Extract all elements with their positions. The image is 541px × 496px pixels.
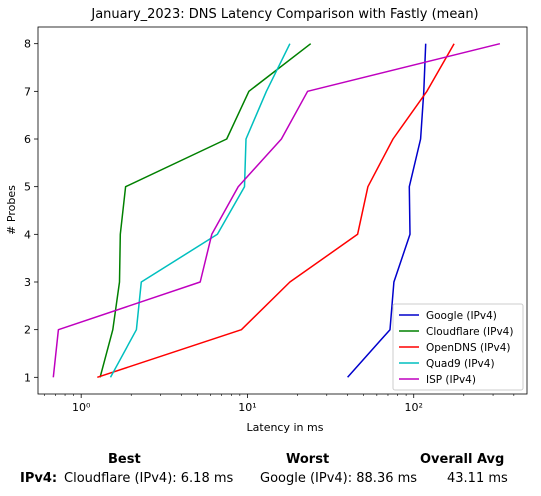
legend-label: Cloudflare (IPv4) xyxy=(426,326,513,338)
legend-label: ISP (IPv4) xyxy=(426,374,476,386)
avg-header: Overall Avg xyxy=(420,452,505,467)
y-tick-label: 4 xyxy=(24,228,31,241)
y-tick-label: 3 xyxy=(24,276,31,289)
legend-label: OpenDNS (IPv4) xyxy=(426,342,511,354)
row-label: IPv4 xyxy=(20,471,52,486)
y-tick-label: 6 xyxy=(24,133,31,146)
series-line xyxy=(99,43,312,378)
y-tick-label: 2 xyxy=(24,324,31,337)
plot-frame xyxy=(37,26,528,395)
latency-chart: January_2023: DNS Latency Comparison wit… xyxy=(5,7,528,434)
x-tick-label: 10⁰ xyxy=(72,401,91,414)
summary-row-label: IPv4: xyxy=(20,471,57,486)
y-tick-label: 5 xyxy=(24,181,31,194)
x-axis-label: Latency in ms xyxy=(247,421,324,434)
y-axis-label: # Probes xyxy=(5,185,18,235)
row-separator: : xyxy=(51,471,58,486)
y-tick-label: 8 xyxy=(24,38,31,51)
series-line xyxy=(347,43,427,378)
x-tick-label: 10² xyxy=(405,401,423,414)
avg-value: 43.11 ms xyxy=(447,471,508,486)
best-header: Best xyxy=(108,452,141,467)
y-tick-label: 1 xyxy=(24,371,31,384)
legend-label: Google (IPv4) xyxy=(426,310,497,322)
x-tick-label: 10¹ xyxy=(238,401,256,414)
chart-title: January_2023: DNS Latency Comparison wit… xyxy=(90,7,478,22)
legend-label: Quad9 (IPv4) xyxy=(426,358,495,370)
worst-value: Google (IPv4): 88.36 ms xyxy=(260,471,418,486)
worst-header: Worst xyxy=(286,452,330,467)
legend-box xyxy=(392,303,524,391)
y-tick-label: 7 xyxy=(24,85,31,98)
plot-area: 10⁰ 10¹ 10² 1 2 3 4 5 6 7 8 Google (IPv4) Cloudflare… xyxy=(24,26,528,414)
series-line xyxy=(109,43,291,378)
series-line xyxy=(52,42,501,378)
series-line xyxy=(97,43,455,379)
best-value: Cloudflare (IPv4): 6.18 ms xyxy=(64,471,234,486)
